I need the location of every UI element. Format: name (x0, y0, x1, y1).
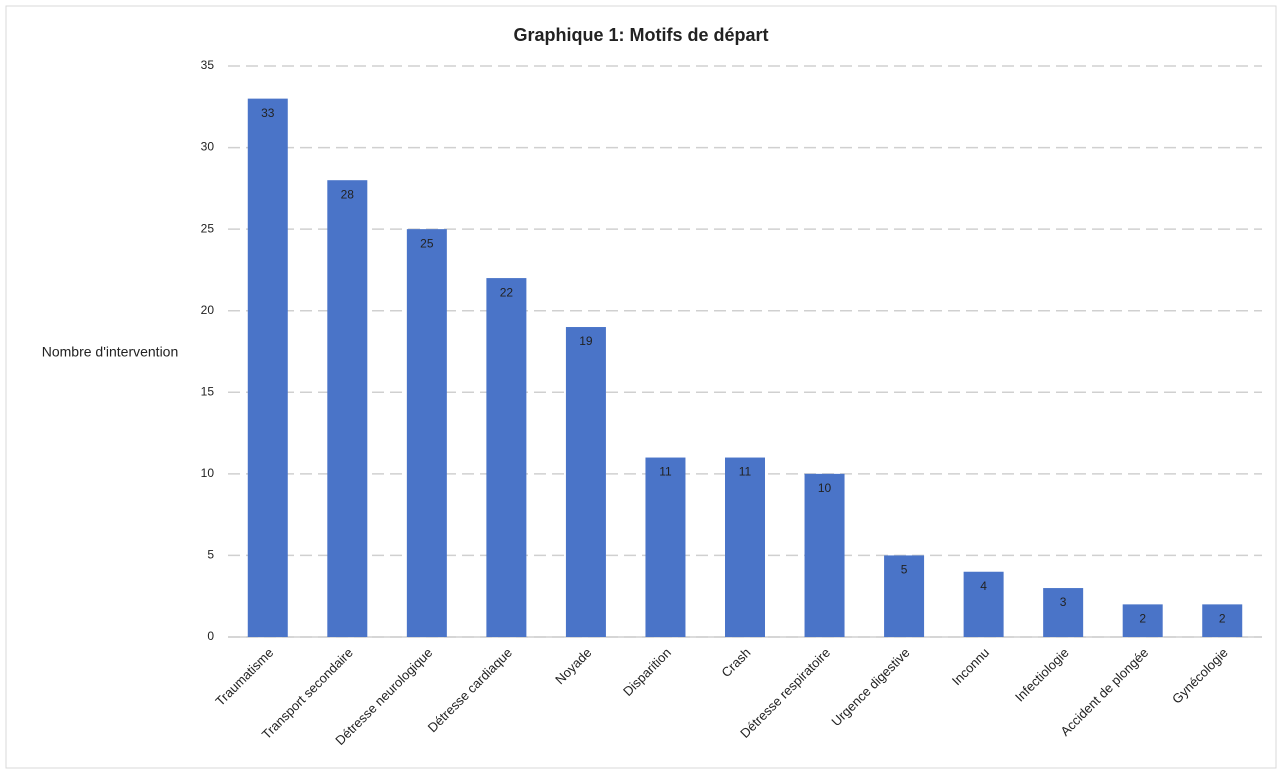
bar (1202, 604, 1243, 637)
data-label: 25 (420, 236, 434, 250)
bar (565, 327, 606, 637)
y-tick-label: 5 (207, 548, 214, 562)
y-tick-label: 20 (201, 303, 215, 317)
bar (327, 180, 368, 637)
bar (645, 457, 686, 637)
y-tick-label: 35 (201, 58, 215, 72)
chart-title: Graphique 1: Motifs de départ (513, 25, 768, 45)
chart-frame (5, 5, 1277, 769)
data-label: 11 (739, 465, 752, 479)
data-label: 5 (901, 563, 908, 577)
bar (247, 98, 288, 638)
data-label: 33 (261, 106, 275, 120)
y-tick-label: 15 (201, 384, 215, 398)
bar (725, 457, 765, 637)
bar (804, 473, 845, 637)
bar (406, 229, 447, 637)
bar (1043, 588, 1084, 637)
y-axis-label: Nombre d'intervention (42, 344, 179, 360)
data-label: 2 (1139, 612, 1146, 626)
data-label: 4 (980, 579, 987, 593)
bar (884, 555, 925, 637)
data-label: 3 (1060, 595, 1067, 609)
bar (963, 571, 1004, 637)
y-tick-label: 0 (207, 629, 214, 643)
data-label: 10 (818, 481, 832, 495)
data-label: 19 (579, 334, 593, 348)
data-label: 2 (1219, 612, 1226, 626)
data-label: 11 (659, 465, 672, 479)
data-label: 28 (341, 187, 355, 201)
bar (486, 278, 527, 637)
y-tick-label: 30 (201, 140, 215, 154)
y-tick-label: 10 (201, 466, 215, 480)
bar (1122, 604, 1163, 637)
y-tick-label: 25 (201, 221, 215, 235)
data-label: 22 (500, 285, 514, 299)
